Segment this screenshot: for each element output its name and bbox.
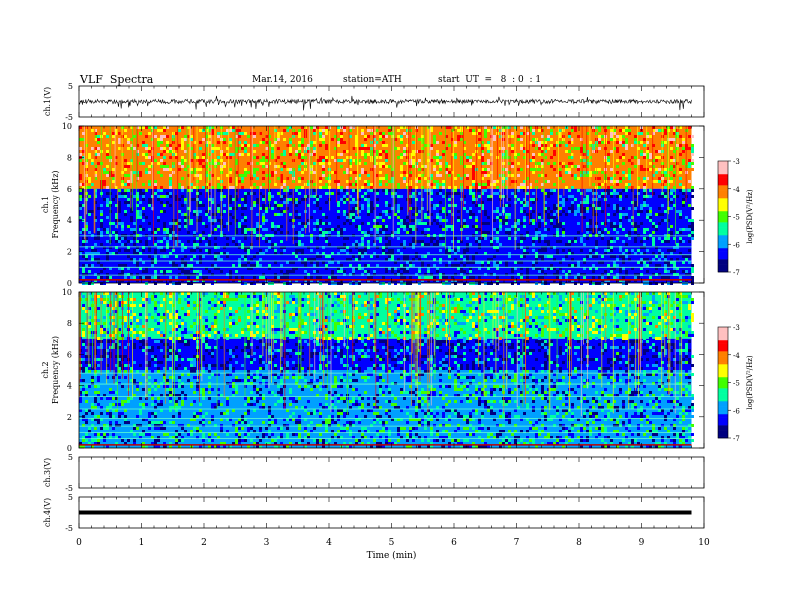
ch2-spectrogram-cbar-tick--3: -3	[733, 324, 740, 332]
xtick-6: 6	[451, 538, 457, 548]
ch4-ylabel: ch.4(V)	[43, 498, 52, 527]
ch3-ylabel: ch.3(V)	[43, 458, 52, 487]
ch2-spectrogram-cbar-tick--7: -7	[733, 435, 740, 443]
xtick-10: 10	[698, 538, 710, 548]
ch1-spectrogram-cbar-tick--6: -6	[733, 241, 740, 249]
ch3-waveform-frame	[78, 456, 705, 489]
ch4-waveform-panel: 5 -5	[65, 493, 705, 533]
ch1-spectrogram-ytick-6: 6	[67, 185, 72, 194]
xtick-7: 7	[514, 538, 520, 548]
ch2-spectrogram-cbar-label: log(PSD(V²/Hz)	[746, 355, 754, 410]
ch1-ytick-max: 5	[68, 82, 73, 91]
ch1-spectrogram-panel: 0 2 4 6 8 10	[62, 122, 705, 288]
ch2-spectrogram-cbar-tick--5: -5	[733, 380, 740, 388]
figure-title: VLF Spectra	[80, 73, 154, 86]
ch2-spectrogram-ytick-0: 0	[67, 444, 72, 453]
ch1-spectrogram-cbar-label: log(PSD(V²/Hz)	[746, 189, 754, 244]
ch1-spectrogram-ytick-10: 10	[62, 122, 72, 131]
ch1-ylabel: ch.1(V)	[43, 87, 52, 116]
ch2-spectrogram-ylabel-channel: ch.2	[41, 361, 50, 378]
start-time-label: start UT = 8 : 0 : 1	[438, 75, 542, 85]
ch1-spectrogram-ylabel-freq: Frequency (kHz)	[51, 170, 60, 238]
ch1-spectrogram-ytick-2: 2	[67, 248, 72, 257]
ch2-spectrogram-ytick-8: 8	[67, 319, 72, 328]
station-label: station=ATH	[343, 75, 402, 85]
ch3-waveform-panel: 5 -5	[65, 453, 705, 493]
ch1-waveform-line	[78, 95, 692, 111]
xtick-4: 4	[326, 538, 332, 548]
x-axis-label: Time (min)	[367, 550, 417, 561]
xtick-1: 1	[139, 538, 145, 548]
ch2-spectrogram-texture	[79, 292, 694, 448]
ch2-spectrogram-frame	[78, 291, 705, 449]
ch1-spectrogram-ytick-4: 4	[67, 216, 72, 225]
ch1-spectrogram-cbar-tick--4: -4	[733, 186, 740, 194]
ch4-waveform-frame	[78, 496, 705, 529]
ch1-waveform-frame	[78, 85, 705, 118]
ch2-spectrogram-ytick-6: 6	[67, 350, 72, 359]
ch3-ytick-min: -5	[65, 484, 73, 493]
xtick-9: 9	[639, 538, 645, 548]
ch2-spectrogram-ytick-10: 10	[62, 288, 72, 297]
ch2-spectrogram-panel: 0 2 4 6 8 10	[62, 288, 705, 453]
ch1-spectrogram-colorbar: -3 -4 -5 -6 -7 log(PSD(V²/Hz)	[717, 158, 754, 277]
xtick-8: 8	[576, 538, 582, 548]
xtick-3: 3	[264, 538, 270, 548]
ch1-spectrogram-ylabel-channel: ch.1	[41, 196, 50, 213]
ch1-spectrogram-cbar-tick--5: -5	[733, 214, 740, 222]
xtick-0: 0	[76, 538, 82, 548]
date-label: Mar.14, 2016	[252, 75, 313, 85]
ch4-ytick-min: -5	[65, 524, 73, 533]
ch2-spectrogram-ytick-2: 2	[67, 413, 72, 422]
ch2-spectrogram-ytick-4: 4	[67, 382, 72, 391]
ch1-spectrogram-ytick-8: 8	[67, 153, 72, 162]
ch3-ytick-max: 5	[68, 453, 73, 462]
ch2-spectrogram-colorbar: -3 -4 -5 -6 -7 log(PSD(V²/Hz)	[717, 324, 754, 443]
ch2-spectrogram-ylabel-freq: Frequency (kHz)	[51, 336, 60, 404]
ch1-ytick-min: -5	[65, 113, 73, 122]
xtick-2: 2	[201, 538, 207, 548]
ch2-spectrogram-cbar-tick--6: -6	[733, 407, 740, 415]
ch4-ytick-max: 5	[68, 493, 73, 502]
xtick-5: 5	[389, 538, 395, 548]
ch2-spectrogram-cbar-tick--4: -4	[733, 352, 740, 360]
ch1-waveform-panel: 5 -5	[65, 82, 705, 122]
ch1-spectrogram-cbar-tick--7: -7	[733, 269, 740, 277]
ch1-spectrogram-ytick-0: 0	[67, 279, 72, 288]
ch1-spectrogram-cbar-tick--3: -3	[733, 158, 740, 166]
ch1-spectrogram-frame	[78, 125, 705, 284]
